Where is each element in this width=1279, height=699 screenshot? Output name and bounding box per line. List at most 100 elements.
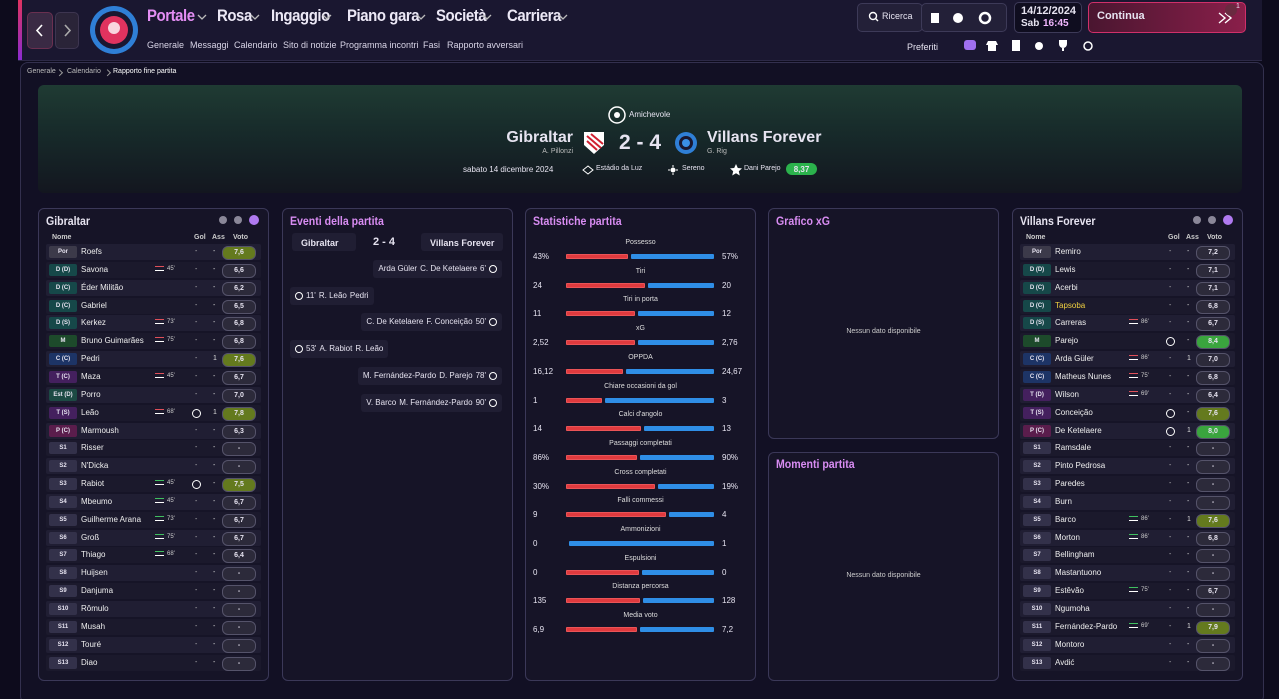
view-dot[interactable]	[1223, 215, 1233, 225]
goals: -	[1169, 462, 1172, 470]
player-row[interactable]	[46, 636, 261, 653]
player-row[interactable]	[1020, 315, 1235, 332]
view-dot[interactable]	[249, 215, 259, 225]
goals: -	[1169, 248, 1172, 255]
submenu-item[interactable]: Fasi	[423, 40, 441, 50]
player-row[interactable]	[1020, 601, 1235, 617]
player-row[interactable]	[1020, 493, 1235, 510]
player-row[interactable]	[46, 565, 261, 582]
player-row[interactable]	[46, 601, 261, 617]
player-row[interactable]	[1020, 386, 1235, 403]
player-row[interactable]	[1020, 351, 1235, 368]
date: 14/12/2024	[1021, 5, 1077, 17]
player-row[interactable]	[46, 583, 261, 600]
player-row[interactable]	[1020, 458, 1235, 475]
player-name: Roefs	[81, 247, 102, 256]
menu-item[interactable]: Carriera	[507, 6, 561, 25]
player-row[interactable]	[46, 404, 261, 421]
player-row[interactable]	[46, 333, 261, 350]
player-name: Montoro	[1055, 639, 1085, 649]
stat-home: 14	[533, 424, 542, 434]
view-dot[interactable]	[234, 216, 242, 224]
menu-item[interactable]: Piano gara	[347, 6, 420, 25]
search-label[interactable]: Ricerca	[882, 11, 913, 21]
player-name: Burn	[1055, 496, 1072, 506]
menu-chevron	[558, 14, 568, 20]
player-row[interactable]	[46, 440, 261, 457]
player-row[interactable]	[1020, 297, 1235, 314]
menu-item[interactable]: Portale	[147, 6, 195, 25]
assists: -	[213, 605, 216, 612]
event-text: M. Fernández-Pardo	[399, 397, 473, 407]
stat-label: Ammonizioni	[620, 526, 661, 533]
player-row[interactable]	[1020, 422, 1235, 439]
player-row[interactable]	[46, 476, 261, 493]
player-row[interactable]	[46, 279, 261, 296]
player-row[interactable]	[1020, 261, 1235, 278]
player-row[interactable]	[1020, 511, 1235, 528]
player-row[interactable]	[1020, 244, 1235, 260]
player-row[interactable]	[1020, 279, 1235, 296]
player-row[interactable]	[46, 244, 261, 260]
menu-item[interactable]: Rosa	[217, 6, 252, 25]
player-row[interactable]	[1020, 636, 1235, 653]
goals: -	[195, 283, 198, 291]
search-box[interactable]	[857, 3, 923, 32]
stat-home: 86%	[533, 452, 550, 462]
player-row[interactable]	[46, 511, 261, 528]
player-row[interactable]	[1020, 547, 1235, 564]
player-row[interactable]	[46, 261, 261, 278]
player-row[interactable]	[46, 351, 261, 368]
club-logo[interactable]	[88, 4, 140, 56]
continue-button[interactable]	[1088, 2, 1246, 33]
rating: 8,4	[1196, 335, 1230, 350]
player-row[interactable]	[46, 315, 261, 332]
player-row[interactable]	[46, 618, 261, 635]
player-row[interactable]	[1020, 654, 1235, 671]
assists: -	[1187, 265, 1190, 273]
player-row[interactable]	[1020, 618, 1235, 635]
view-dot[interactable]	[219, 216, 227, 224]
player-row[interactable]	[46, 458, 261, 475]
player-row[interactable]	[1020, 368, 1235, 385]
player-name: Kerkez	[81, 318, 106, 328]
breadcrumb-item[interactable]: Calendario	[67, 68, 101, 75]
player-row[interactable]	[46, 386, 261, 403]
player-row[interactable]	[46, 493, 261, 510]
stat-home: 6,9	[533, 625, 545, 635]
player-row[interactable]	[46, 297, 261, 314]
player-row[interactable]	[1020, 529, 1235, 546]
tool-icons[interactable]	[921, 3, 1007, 32]
player-name: Carreras	[1055, 318, 1087, 328]
favorites[interactable]: Preferiti	[907, 42, 939, 52]
continue-label[interactable]: Continua	[1097, 10, 1145, 22]
menu-item[interactable]: Società	[436, 6, 487, 25]
view-dot[interactable]	[1193, 216, 1201, 224]
player-row[interactable]	[1020, 583, 1235, 600]
player-row[interactable]	[1020, 333, 1235, 350]
forward-button[interactable]	[55, 12, 79, 49]
submenu-item[interactable]: Sito di notizie	[283, 40, 337, 50]
submenu-item[interactable]: Rapporto avversari	[447, 40, 524, 50]
player-row[interactable]	[1020, 440, 1235, 457]
player-row[interactable]	[1020, 565, 1235, 582]
favorite-icons[interactable]	[962, 38, 1102, 54]
player-row[interactable]	[1020, 404, 1235, 421]
player-row[interactable]	[1020, 476, 1235, 493]
back-button[interactable]	[27, 12, 53, 49]
player-row[interactable]	[46, 368, 261, 385]
player-row[interactable]	[46, 654, 261, 671]
submenu-item[interactable]: Programma incontri	[340, 40, 419, 50]
rating: 7,1	[1196, 263, 1230, 278]
player-row[interactable]	[46, 529, 261, 546]
assists: -	[213, 658, 216, 666]
menu-item[interactable]: Ingaggio	[271, 6, 330, 25]
view-dot[interactable]	[1208, 216, 1216, 224]
submenu-item[interactable]: Messaggi	[190, 40, 229, 50]
player-row[interactable]	[46, 547, 261, 564]
player-row[interactable]	[46, 422, 261, 439]
submenu-item[interactable]: Generale	[147, 40, 185, 50]
position-badge: S8	[1023, 567, 1051, 580]
submenu-item[interactable]: Calendario	[234, 40, 278, 50]
breadcrumb-item[interactable]: Generale	[27, 68, 56, 75]
